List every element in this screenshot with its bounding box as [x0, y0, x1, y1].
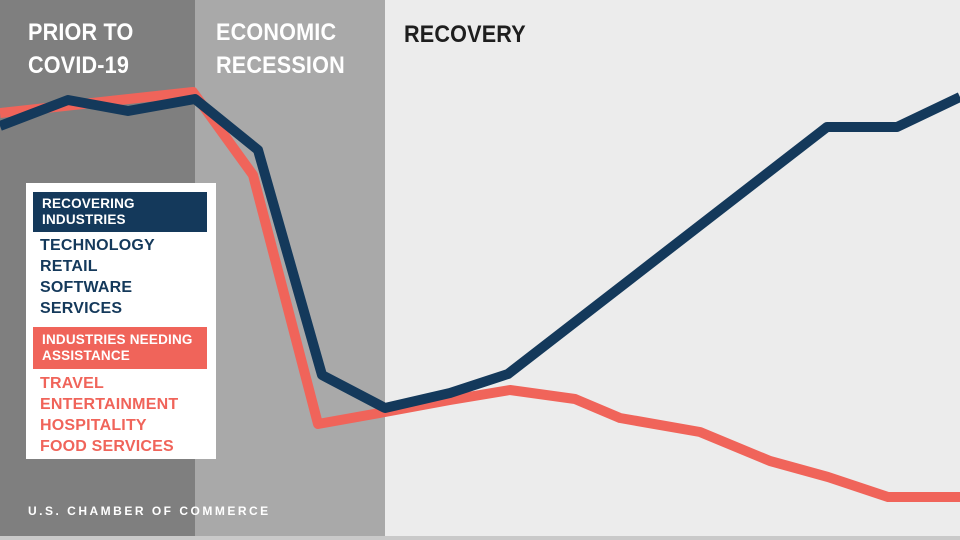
phase-label-prior-covid: PRIOR TO COVID-19 — [28, 16, 133, 82]
legend-recovering-items: TECHNOLOGY RETAIL SOFTWARE SERVICES — [40, 235, 216, 319]
legend-item: SOFTWARE SERVICES — [40, 279, 133, 317]
legend-item: FOOD SERVICES — [40, 438, 174, 455]
phase-label-line: RECESSION — [216, 52, 345, 79]
legend-assistance-items: TRAVEL ENTERTAINMENT HOSPITALITY FOOD SE… — [40, 373, 178, 457]
bottom-edge-strip — [0, 536, 960, 540]
zone-recovery — [385, 0, 960, 540]
phase-label-recession: ECONOMIC RECESSION — [216, 16, 345, 82]
assistance-industries-line — [0, 87, 960, 502]
phase-label-recovery: RECOVERY — [404, 18, 526, 51]
phase-label-line: COVID-19 — [28, 52, 130, 79]
legend-item: RETAIL — [40, 258, 98, 275]
legend-item: TECHNOLOGY — [40, 237, 155, 254]
legend-assistance-title: INDUSTRIES NEEDING ASSISTANCE — [33, 327, 207, 369]
recovering-industries-line — [0, 92, 960, 413]
legend-item: ENTERTAINMENT — [40, 396, 179, 413]
legend-item: HOSPITALITY — [40, 417, 147, 434]
source-attribution: U.S. CHAMBER OF COMMERCE — [28, 504, 271, 518]
phase-label-line: ECONOMIC — [216, 19, 337, 46]
legend-box: RECOVERING INDUSTRIES TECHNOLOGY RETAIL … — [26, 183, 216, 459]
legend-recovering-title: RECOVERING INDUSTRIES — [33, 192, 207, 232]
legend-item: TRAVEL — [40, 375, 105, 392]
phase-label-line: PRIOR TO — [28, 19, 134, 46]
phase-label-line: RECOVERY — [404, 21, 526, 48]
